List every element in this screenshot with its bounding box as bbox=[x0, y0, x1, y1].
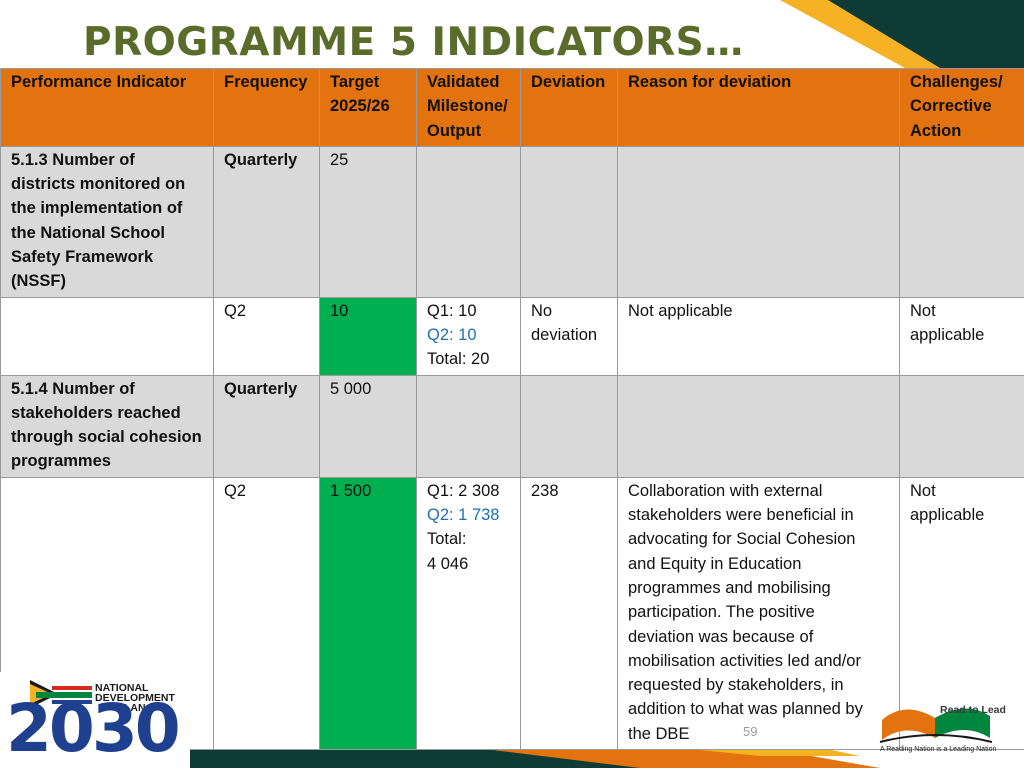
validated-cell: Q1: 2 308 Q2: 1 738 Total: 4 046 bbox=[416, 476, 521, 751]
header-challenges: Challenges/Corrective Action bbox=[899, 68, 1024, 147]
table-header-row: Performance Indicator Frequency Target 20… bbox=[0, 68, 1024, 147]
target-cell-highlighted: 1 500 bbox=[319, 476, 417, 751]
reason-cell: Collaboration with external stakeholders … bbox=[617, 476, 900, 751]
indicator-name-cell: 5.1.4 Number of stakeholders reached throu… bbox=[0, 374, 214, 478]
challenges-cell bbox=[899, 374, 1024, 478]
read-to-lead-title: Read to Lead bbox=[940, 704, 1006, 716]
table-row-indicator-5-1-4: 5.1.4 Number of stakeholders reached throu… bbox=[0, 374, 1024, 478]
challenges-cell: Not applicable bbox=[899, 296, 1024, 376]
validated-cell bbox=[416, 145, 521, 298]
ndp-logo-text: NATIONAL DEVELOPMENT PLAN bbox=[95, 682, 175, 714]
slide-title: PROGRAMME 5 INDICATORS… bbox=[83, 20, 744, 65]
deviation-cell: No deviation bbox=[520, 296, 618, 376]
table-row-5-1-4-q2: Q2 1 500 Q1: 2 308 Q2: 1 738 Total: 4 046 2… bbox=[0, 476, 1024, 751]
indicator-name-cell: 5.1.3 Number of districts monitored on the… bbox=[0, 145, 214, 298]
deviation-cell bbox=[520, 374, 618, 478]
validated-cell bbox=[416, 374, 521, 478]
table-row-indicator-5-1-3: 5.1.3 Number of districts monitored on the… bbox=[0, 145, 1024, 298]
read-to-lead-tagline: A Reading Nation is a Leading Nation bbox=[880, 746, 997, 753]
header-reason-for-deviation: Reason for deviation bbox=[617, 68, 900, 147]
frequency-cell: Quarterly bbox=[213, 145, 320, 298]
deviation-cell bbox=[520, 145, 618, 298]
header-target: Target 2025/26 bbox=[319, 68, 417, 147]
reason-cell: Not applicable bbox=[617, 296, 900, 376]
page-number: 59 bbox=[743, 724, 758, 739]
ndp-2030-logo bbox=[0, 672, 190, 768]
flag-green-band bbox=[36, 692, 92, 698]
header-deviation: Deviation bbox=[520, 68, 618, 147]
ndp-2030-year: 2030 bbox=[6, 690, 181, 767]
header-performance-indicator: Performance Indicator bbox=[0, 68, 214, 147]
frequency-cell: Q2 bbox=[213, 296, 320, 376]
top-right-dark-band bbox=[820, 0, 1024, 68]
indicator-name-cell bbox=[0, 296, 214, 376]
header-frequency: Frequency bbox=[213, 68, 320, 147]
indicators-table: Performance Indicator Frequency Target 20… bbox=[0, 68, 1024, 751]
table-row-5-1-3-q2: Q2 10 Q1: 10 Q2: 10 Total: 20 No deviation … bbox=[0, 296, 1024, 376]
target-cell-highlighted: 10 bbox=[319, 296, 417, 376]
target-cell: 25 bbox=[319, 145, 417, 298]
challenges-cell: Not applicable bbox=[899, 476, 1024, 751]
target-cell: 5 000 bbox=[319, 374, 417, 478]
reason-cell bbox=[617, 145, 900, 298]
header-validated-milestone: Validated Milestone/Output bbox=[416, 68, 521, 147]
validated-cell: Q1: 10 Q2: 10 Total: 20 bbox=[416, 296, 521, 376]
flag-blue-band bbox=[52, 700, 92, 704]
reason-cell bbox=[617, 374, 900, 478]
deviation-cell: 238 bbox=[520, 476, 618, 751]
flag-red-band bbox=[52, 686, 92, 690]
frequency-cell: Quarterly bbox=[213, 374, 320, 478]
challenges-cell bbox=[899, 145, 1024, 298]
frequency-cell: Q2 bbox=[213, 476, 320, 751]
top-right-gold-stripe bbox=[780, 0, 940, 68]
